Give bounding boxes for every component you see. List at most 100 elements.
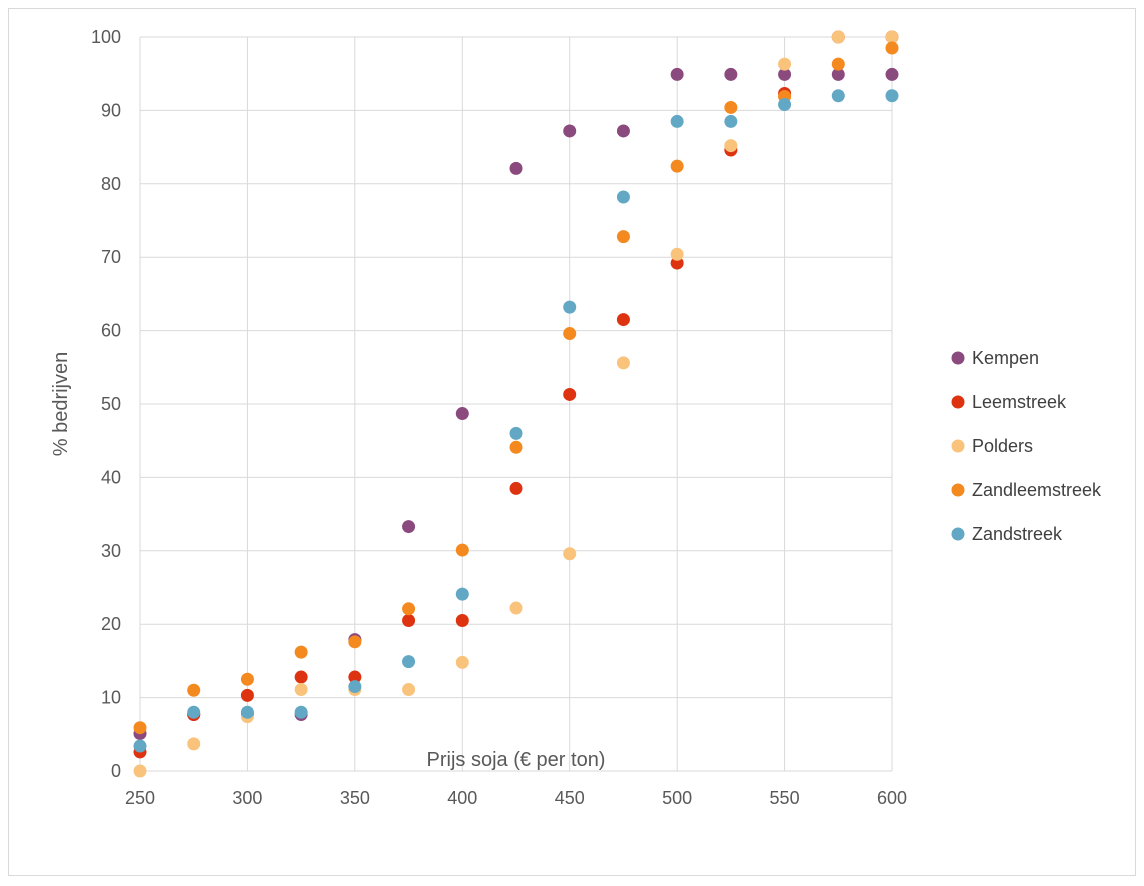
- y-tick-label: 20: [101, 614, 121, 634]
- data-point: [294, 705, 308, 719]
- data-point: [240, 705, 254, 719]
- legend-label: Zandleemstreek: [972, 480, 1102, 500]
- data-point: [455, 543, 469, 557]
- data-point: [133, 764, 147, 778]
- y-tick-label: 70: [101, 247, 121, 267]
- y-tick-label: 50: [101, 394, 121, 414]
- legend-label: Leemstreek: [972, 392, 1067, 412]
- x-tick-label: 300: [232, 788, 262, 808]
- data-point: [616, 190, 630, 204]
- data-point: [187, 737, 201, 751]
- data-point: [187, 705, 201, 719]
- series-zandstreek: [133, 89, 899, 753]
- data-point: [402, 614, 416, 628]
- data-point: [670, 114, 684, 128]
- y-tick-label: 100: [91, 27, 121, 47]
- data-point: [724, 139, 738, 153]
- data-point: [831, 89, 845, 103]
- data-point: [402, 683, 416, 697]
- data-point: [402, 655, 416, 669]
- data-point: [133, 721, 147, 735]
- data-point: [563, 547, 577, 561]
- legend-marker: [951, 395, 965, 409]
- data-point: [187, 683, 201, 697]
- data-point: [831, 57, 845, 71]
- y-tick-label: 10: [101, 688, 121, 708]
- data-point: [885, 67, 899, 81]
- data-point: [670, 247, 684, 261]
- data-point: [240, 672, 254, 686]
- data-point: [724, 114, 738, 128]
- data-point: [402, 520, 416, 534]
- y-tick-label: 60: [101, 321, 121, 341]
- data-point: [885, 30, 899, 44]
- data-point: [455, 655, 469, 669]
- data-point: [455, 407, 469, 421]
- data-point: [563, 300, 577, 314]
- data-point: [885, 89, 899, 103]
- legend-marker: [951, 351, 965, 365]
- legend-label: Polders: [972, 436, 1033, 456]
- legend-label: Zandstreek: [972, 524, 1063, 544]
- series-leemstreek: [133, 30, 899, 759]
- data-point: [509, 601, 523, 615]
- data-point: [294, 645, 308, 659]
- data-point: [670, 159, 684, 173]
- y-tick-label: 80: [101, 174, 121, 194]
- series-zandleemstreek: [133, 41, 899, 735]
- y-tick-label: 0: [111, 761, 121, 781]
- data-point: [294, 683, 308, 697]
- data-point: [563, 387, 577, 401]
- data-point: [240, 688, 254, 702]
- x-axis-title: Prijs soja (€ per ton): [427, 749, 606, 771]
- data-point: [885, 41, 899, 55]
- data-point: [563, 124, 577, 138]
- data-point: [778, 67, 792, 81]
- y-axis-title: % bedrijven: [50, 352, 72, 457]
- x-tick-label: 600: [877, 788, 907, 808]
- data-point: [670, 67, 684, 81]
- y-tick-label: 30: [101, 541, 121, 561]
- data-point: [133, 739, 147, 753]
- legend-label: Kempen: [972, 348, 1039, 368]
- data-point: [778, 98, 792, 112]
- data-point: [778, 57, 792, 71]
- legend-marker: [951, 527, 965, 541]
- data-point: [509, 481, 523, 495]
- data-point: [348, 635, 362, 649]
- x-tick-label: 250: [125, 788, 155, 808]
- data-point: [616, 124, 630, 138]
- data-point: [509, 161, 523, 175]
- data-point: [616, 356, 630, 370]
- y-tick-label: 90: [101, 100, 121, 120]
- data-point: [831, 67, 845, 81]
- data-point: [831, 30, 845, 44]
- x-tick-label: 500: [662, 788, 692, 808]
- legend-marker: [951, 439, 965, 453]
- x-tick-labels: 250 300 350 400 450 500 550 600: [125, 788, 907, 808]
- data-point: [509, 440, 523, 454]
- data-point: [616, 313, 630, 327]
- data-point: [455, 614, 469, 628]
- data-point: [724, 67, 738, 81]
- data-point: [509, 426, 523, 440]
- data-point: [402, 602, 416, 616]
- data-point: [294, 670, 308, 684]
- y-tick-labels: 0 10 20 30 40 50 60 70 80 90 100: [91, 27, 121, 781]
- x-tick-label: 350: [340, 788, 370, 808]
- data-point: [563, 327, 577, 341]
- chart-frame: [8, 8, 1136, 876]
- x-tick-label: 550: [770, 788, 800, 808]
- legend-marker: [951, 483, 965, 497]
- data-point: [348, 670, 362, 684]
- legend: Kempen Leemstreek Polders Zandleemstreek Zan…: [951, 348, 1102, 544]
- data-point: [616, 230, 630, 244]
- y-tick-label: 40: [101, 467, 121, 487]
- data-points: [133, 30, 899, 778]
- x-tick-label: 450: [555, 788, 585, 808]
- x-tick-label: 400: [447, 788, 477, 808]
- data-point: [455, 587, 469, 601]
- data-point: [724, 100, 738, 114]
- gridlines: [139, 36, 893, 772]
